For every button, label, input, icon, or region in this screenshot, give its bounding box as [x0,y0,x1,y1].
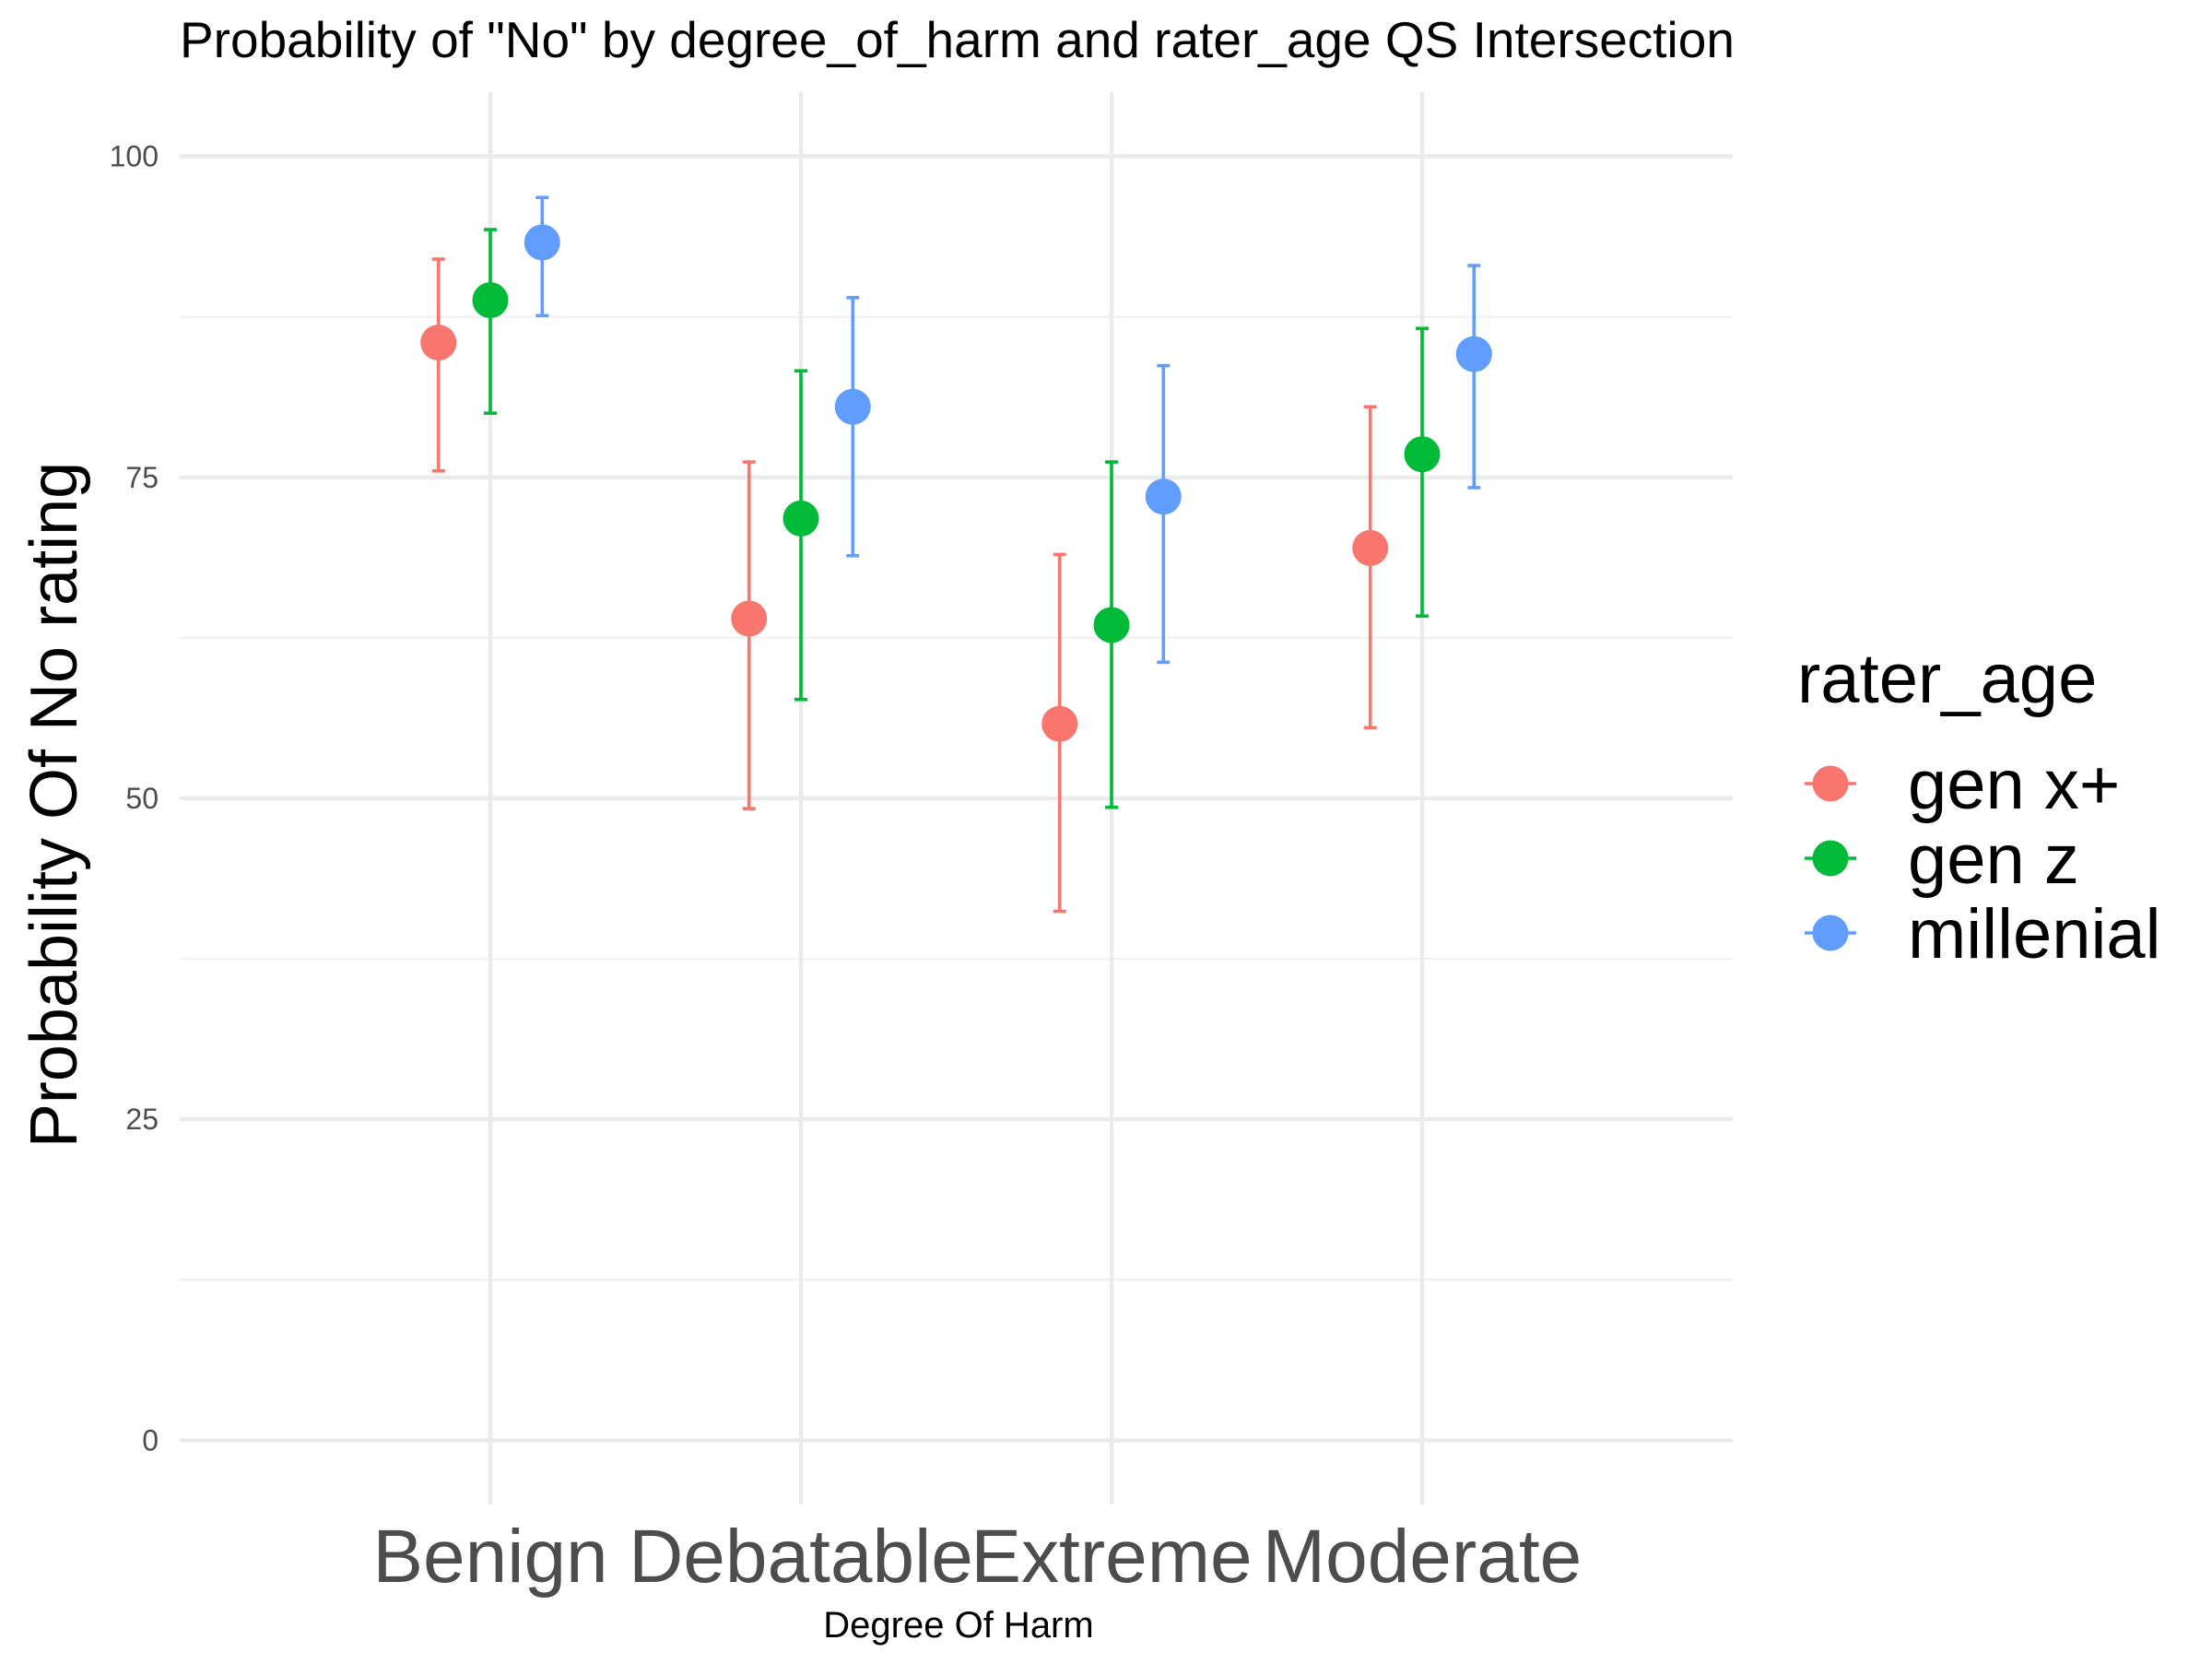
y-tick-label: 100 [110,140,159,173]
y-tick-label: 25 [125,1103,159,1136]
data-point [731,600,768,637]
legend-key-point [1812,840,1849,877]
legend-label: gen z [1908,820,2079,899]
y-axis-label: Probability Of No rating [18,462,91,1148]
data-point [1093,607,1130,643]
legend-title: rater_age [1797,640,2097,718]
legend-label: gen x+ [1908,746,2120,824]
series-gen-x- [420,257,1389,914]
series-gen-z [472,228,1441,809]
x-tick-label: Benign [372,1515,607,1599]
data-point [834,388,871,425]
legend-label: millenial [1908,895,2161,974]
chart-title: Probability of "No" by degree_of_harm an… [180,11,1735,68]
y-tick-label: 75 [125,461,159,494]
x-tick-label: Extreme [971,1515,1252,1599]
y-axis-ticks: 0 25 50 75 100 [110,140,159,1457]
data-point [782,500,819,537]
legend-item: gen z [1805,820,2079,899]
legend-key-point [1812,765,1849,802]
data-point [524,224,560,261]
data-point [1455,336,1492,372]
legend-key-point [1812,915,1849,951]
y-tick-label: 50 [125,782,159,815]
grid-lines [180,92,1733,1505]
data-point [472,282,509,319]
data-point [420,325,457,361]
legend-item: gen x+ [1805,746,2120,824]
plot-marks [420,195,1492,914]
series-millenial [524,195,1492,665]
legend-item: millenial [1805,895,2161,974]
x-tick-label: Debatable [629,1515,973,1599]
data-point [1352,529,1389,566]
data-point [1145,478,1182,515]
x-tick-label: Moderate [1263,1515,1582,1599]
y-tick-label: 0 [142,1423,159,1457]
data-point [1404,436,1441,473]
data-point [1041,705,1078,742]
x-axis-label: Degree Of Harm [823,1605,1093,1646]
